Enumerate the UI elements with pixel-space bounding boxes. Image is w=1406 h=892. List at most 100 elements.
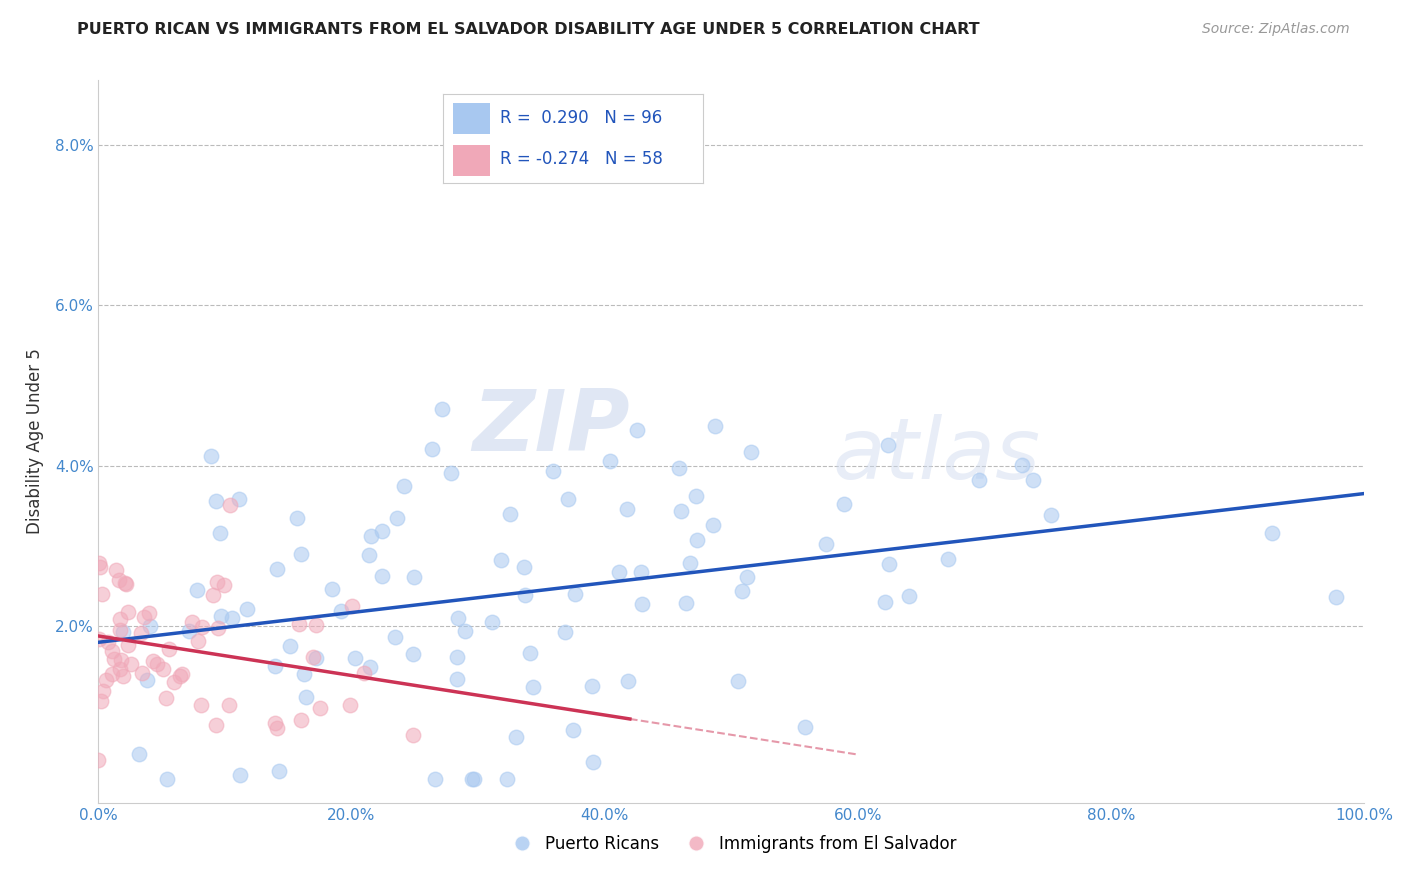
- Point: [103, 652, 125, 666]
- Point: [814, 536, 837, 550]
- Point: [873, 595, 896, 609]
- Point: [685, 533, 707, 547]
- Point: [207, 621, 229, 635]
- Point: [582, 755, 605, 769]
- Point: [110, 653, 132, 667]
- Point: [89, 560, 111, 574]
- Text: R =  0.290   N = 96: R = 0.290 N = 96: [501, 109, 662, 127]
- Point: [496, 772, 519, 786]
- Point: [330, 605, 353, 619]
- Point: [204, 494, 226, 508]
- Point: [108, 612, 131, 626]
- Point: [702, 517, 724, 532]
- Point: [454, 624, 477, 639]
- FancyBboxPatch shape: [453, 103, 489, 134]
- Point: [879, 557, 901, 571]
- Point: [513, 588, 536, 602]
- Point: [394, 479, 416, 493]
- Point: [90, 587, 112, 601]
- Point: [101, 666, 124, 681]
- Point: [132, 609, 155, 624]
- Point: [505, 730, 527, 744]
- Point: [359, 660, 381, 674]
- Point: [301, 649, 323, 664]
- Text: PUERTO RICAN VS IMMIGRANTS FROM EL SALVADOR DISABILITY AGE UNDER 5 CORRELATION C: PUERTO RICAN VS IMMIGRANTS FROM EL SALVA…: [77, 22, 980, 37]
- Point: [285, 511, 308, 525]
- Point: [703, 419, 725, 434]
- Point: [499, 507, 522, 521]
- Point: [146, 657, 169, 671]
- Point: [156, 772, 179, 786]
- Point: [631, 597, 654, 611]
- Point: [402, 647, 425, 661]
- Point: [139, 619, 162, 633]
- Point: [117, 606, 139, 620]
- Point: [152, 662, 174, 676]
- Point: [481, 615, 503, 629]
- Point: [679, 556, 702, 570]
- Point: [344, 650, 367, 665]
- Point: [172, 667, 194, 681]
- Point: [201, 588, 224, 602]
- Point: [114, 576, 136, 591]
- Point: [186, 582, 208, 597]
- Point: [1021, 473, 1043, 487]
- Point: [200, 449, 222, 463]
- Point: [1040, 508, 1063, 522]
- Point: [221, 611, 243, 625]
- Point: [432, 402, 454, 417]
- Point: [155, 690, 177, 705]
- Point: [522, 680, 544, 694]
- Point: [357, 548, 380, 562]
- Point: [554, 624, 576, 639]
- Point: [489, 553, 512, 567]
- Point: [205, 718, 228, 732]
- Point: [1260, 526, 1282, 541]
- Point: [228, 768, 250, 782]
- Point: [519, 647, 541, 661]
- Point: [112, 624, 135, 639]
- Point: [420, 442, 443, 456]
- Point: [131, 666, 153, 681]
- Point: [401, 728, 423, 742]
- Point: [599, 454, 621, 468]
- Text: ZIP: ZIP: [472, 385, 630, 468]
- Point: [512, 559, 534, 574]
- Point: [278, 639, 301, 653]
- Point: [385, 510, 408, 524]
- Point: [269, 764, 291, 778]
- Point: [969, 473, 991, 487]
- Point: [446, 672, 468, 686]
- Point: [177, 624, 200, 639]
- Point: [360, 529, 382, 543]
- Text: Source: ZipAtlas.com: Source: ZipAtlas.com: [1202, 22, 1350, 37]
- Point: [219, 499, 242, 513]
- Point: [541, 464, 564, 478]
- Point: [936, 551, 959, 566]
- Point: [305, 617, 328, 632]
- Point: [626, 423, 648, 437]
- Point: [135, 673, 157, 687]
- Point: [104, 563, 127, 577]
- Point: [111, 669, 134, 683]
- Point: [208, 526, 231, 541]
- Point: [264, 715, 287, 730]
- Point: [669, 504, 692, 518]
- Point: [557, 491, 579, 506]
- FancyBboxPatch shape: [453, 145, 489, 176]
- Point: [129, 626, 152, 640]
- Point: [190, 620, 212, 634]
- Point: [157, 641, 180, 656]
- Point: [616, 674, 638, 689]
- Point: [309, 701, 332, 715]
- Point: [616, 502, 638, 516]
- Point: [288, 616, 311, 631]
- Point: [107, 573, 129, 587]
- Point: [128, 747, 150, 761]
- Point: [218, 698, 240, 712]
- Point: [877, 438, 900, 452]
- Point: [292, 667, 315, 681]
- Point: [100, 644, 122, 658]
- Point: [96, 673, 118, 688]
- Point: [266, 562, 288, 576]
